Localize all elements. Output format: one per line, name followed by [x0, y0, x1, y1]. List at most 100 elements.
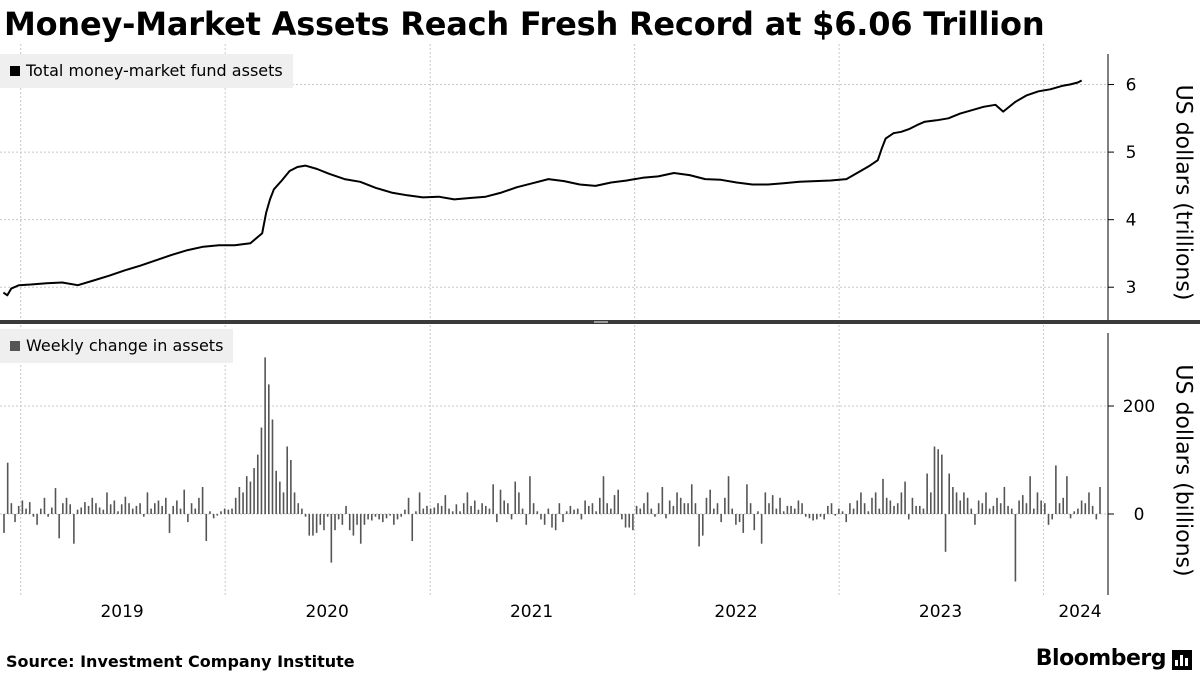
weekly-change-bar: [217, 514, 219, 516]
weekly-change-bar: [853, 509, 855, 514]
weekly-change-bar: [18, 506, 20, 514]
weekly-change-bar: [349, 514, 351, 530]
weekly-change-bar: [901, 492, 903, 514]
weekly-change-bar: [595, 511, 597, 514]
weekly-change-bar: [198, 498, 200, 514]
weekly-change-bar: [1026, 503, 1028, 514]
weekly-change-bar: [456, 504, 458, 514]
weekly-change-bar: [345, 506, 347, 514]
weekly-change-bar: [459, 511, 461, 514]
weekly-change-bar: [422, 509, 424, 514]
weekly-change-bars: [3, 357, 1101, 581]
weekly-change-bar: [1066, 476, 1068, 514]
weekly-change-bar: [728, 476, 730, 514]
weekly-change-bar: [40, 509, 42, 514]
legend-weekly-change: Weekly change in assets: [0, 329, 233, 363]
weekly-change-bar: [787, 506, 789, 514]
weekly-change-bar: [831, 503, 833, 514]
weekly-change-bar: [180, 509, 182, 514]
weekly-change-bar: [606, 503, 608, 514]
weekly-change-bar: [941, 455, 943, 514]
weekly-change-bar: [286, 447, 288, 515]
weekly-change-bar: [235, 498, 237, 514]
weekly-change-bar: [875, 492, 877, 514]
weekly-change-bar: [500, 490, 502, 514]
weekly-change-bar: [890, 501, 892, 515]
weekly-change-bar: [536, 511, 538, 514]
weekly-change-bar: [55, 488, 57, 514]
weekly-change-bar: [242, 492, 244, 514]
weekly-change-bar: [1048, 514, 1050, 525]
weekly-change-bar: [77, 510, 79, 514]
x-tick-label: 2022: [714, 602, 757, 622]
weekly-change-bar: [404, 510, 406, 514]
weekly-change-bar: [665, 514, 667, 518]
weekly-change-bar: [389, 514, 391, 516]
weekly-change-bar: [437, 503, 439, 514]
weekly-change-bar: [956, 492, 958, 514]
weekly-change-bar: [1077, 509, 1079, 514]
weekly-change-bar: [731, 509, 733, 514]
weekly-change-bar: [967, 498, 969, 514]
weekly-change-bar: [842, 511, 844, 514]
weekly-change-bar: [912, 498, 914, 514]
weekly-change-bar: [1022, 495, 1024, 514]
weekly-change-bar: [662, 487, 664, 514]
weekly-change-bar: [879, 509, 881, 514]
weekly-change-bar: [713, 509, 715, 514]
weekly-change-bar: [1000, 503, 1002, 514]
legend-total-assets: Total money-market fund assets: [0, 54, 293, 88]
weekly-change-bar: [430, 509, 432, 514]
weekly-change-bar: [654, 514, 656, 517]
weekly-change-bar: [823, 514, 825, 519]
weekly-change-bar: [1004, 487, 1006, 514]
weekly-change-bar: [44, 498, 46, 514]
weekly-change-bar: [51, 508, 53, 514]
y-axis-title-top: US dollars (trillions): [1170, 85, 1195, 301]
weekly-change-bar: [673, 506, 675, 514]
x-tick-label: 2020: [306, 602, 349, 622]
weekly-change-bar: [908, 514, 910, 519]
weekly-change-bar: [264, 357, 266, 514]
weekly-change-bar: [1081, 501, 1083, 515]
weekly-change-bar: [125, 497, 127, 514]
weekly-change-bar: [342, 514, 344, 525]
weekly-change-bar: [106, 492, 108, 514]
weekly-change-bar: [415, 511, 417, 514]
weekly-change-bar: [1059, 503, 1061, 514]
weekly-change-bar: [570, 506, 572, 514]
weekly-change-bar: [378, 514, 380, 519]
weekly-change-bar: [919, 506, 921, 514]
weekly-change-bar: [886, 498, 888, 514]
weekly-change-bar: [463, 503, 465, 514]
weekly-change-bar: [419, 492, 421, 514]
weekly-change-bar: [25, 509, 27, 514]
weekly-change-bar: [47, 514, 49, 517]
weekly-change-bar: [698, 514, 700, 546]
weekly-change-bar: [228, 510, 230, 514]
weekly-change-bar: [426, 506, 428, 514]
weekly-change-bar: [121, 504, 123, 514]
weekly-change-bar: [492, 484, 494, 514]
weekly-change-bar: [1007, 506, 1009, 514]
weekly-change-bar: [371, 514, 373, 520]
weekly-change-bar: [790, 506, 792, 514]
weekly-change-bar: [651, 509, 653, 514]
weekly-change-bar: [706, 498, 708, 514]
weekly-change-bar: [860, 492, 862, 514]
weekly-change-bar: [69, 504, 71, 514]
weekly-change-bar: [261, 428, 263, 514]
weekly-change-bar: [172, 506, 174, 514]
weekly-change-bar: [14, 514, 16, 522]
weekly-change-bar: [930, 492, 932, 514]
weekly-change-bar: [290, 460, 292, 514]
weekly-change-bar: [805, 514, 807, 517]
weekly-change-bar: [154, 503, 156, 514]
weekly-change-bar: [1073, 511, 1075, 514]
legend-label: Weekly change in assets: [26, 336, 223, 355]
weekly-change-bar: [559, 503, 561, 514]
top-y-tick-label: 5: [1126, 143, 1137, 163]
weekly-change-bar: [95, 503, 97, 514]
weekly-change-bar: [849, 503, 851, 514]
weekly-change-bar: [628, 514, 630, 528]
